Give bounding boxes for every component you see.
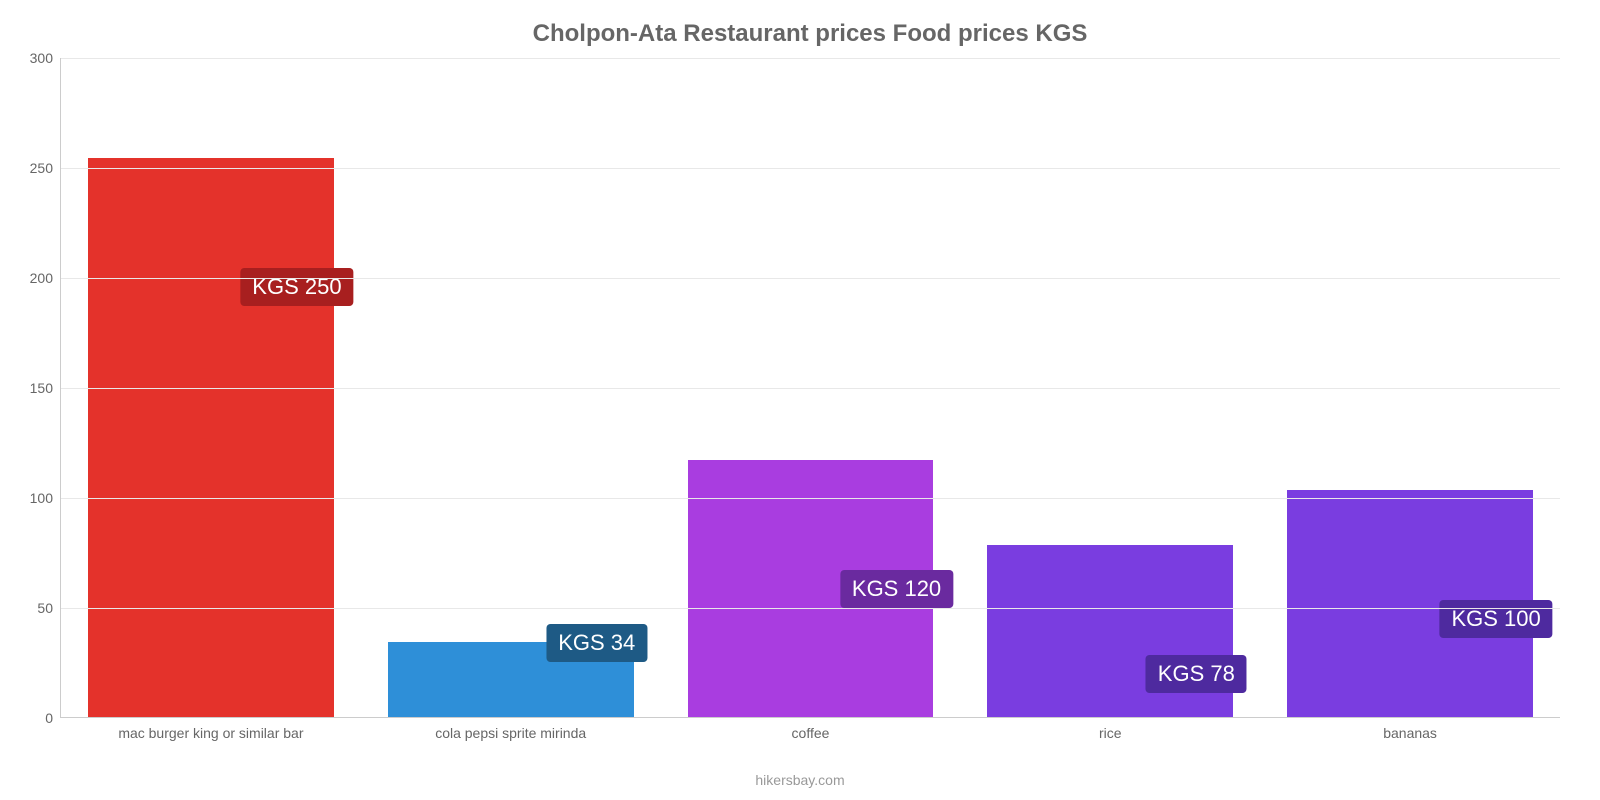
y-tick-label: 0 bbox=[45, 710, 61, 726]
gridline bbox=[61, 498, 1560, 499]
chart-footer: hikersbay.com bbox=[0, 772, 1600, 788]
y-tick-label: 200 bbox=[30, 270, 61, 286]
bar-value-label: KGS 34 bbox=[546, 624, 647, 662]
price-chart: Cholpon-Ata Restaurant prices Food price… bbox=[0, 0, 1600, 800]
x-tick-label: bananas bbox=[1260, 725, 1560, 741]
x-tick-label: mac burger king or similar bar bbox=[61, 725, 361, 741]
x-labels-row: mac burger king or similar barcola pepsi… bbox=[61, 717, 1560, 741]
bar-value-label: KGS 78 bbox=[1146, 655, 1247, 693]
bar-value-label: KGS 250 bbox=[240, 268, 353, 306]
gridline bbox=[61, 608, 1560, 609]
gridline bbox=[61, 168, 1560, 169]
y-tick-label: 150 bbox=[30, 380, 61, 396]
plot-area: KGS 250KGS 34KGS 120KGS 78KGS 100 mac bu… bbox=[60, 58, 1560, 718]
bar-value-label: KGS 100 bbox=[1439, 600, 1552, 638]
y-tick-label: 50 bbox=[37, 600, 61, 616]
bar: KGS 250 bbox=[88, 158, 334, 717]
y-tick-label: 300 bbox=[30, 50, 61, 66]
gridline bbox=[61, 278, 1560, 279]
x-tick-label: coffee bbox=[661, 725, 961, 741]
gridline bbox=[61, 388, 1560, 389]
bar: KGS 78 bbox=[987, 545, 1233, 717]
chart-title: Cholpon-Ata Restaurant prices Food price… bbox=[60, 20, 1560, 48]
x-tick-label: cola pepsi sprite mirinda bbox=[361, 725, 661, 741]
y-tick-label: 250 bbox=[30, 160, 61, 176]
bar: KGS 34 bbox=[388, 642, 634, 717]
bar: KGS 100 bbox=[1287, 490, 1533, 717]
bar-value-label: KGS 120 bbox=[840, 570, 953, 608]
gridline bbox=[61, 58, 1560, 59]
y-tick-label: 100 bbox=[30, 490, 61, 506]
x-tick-label: rice bbox=[960, 725, 1260, 741]
